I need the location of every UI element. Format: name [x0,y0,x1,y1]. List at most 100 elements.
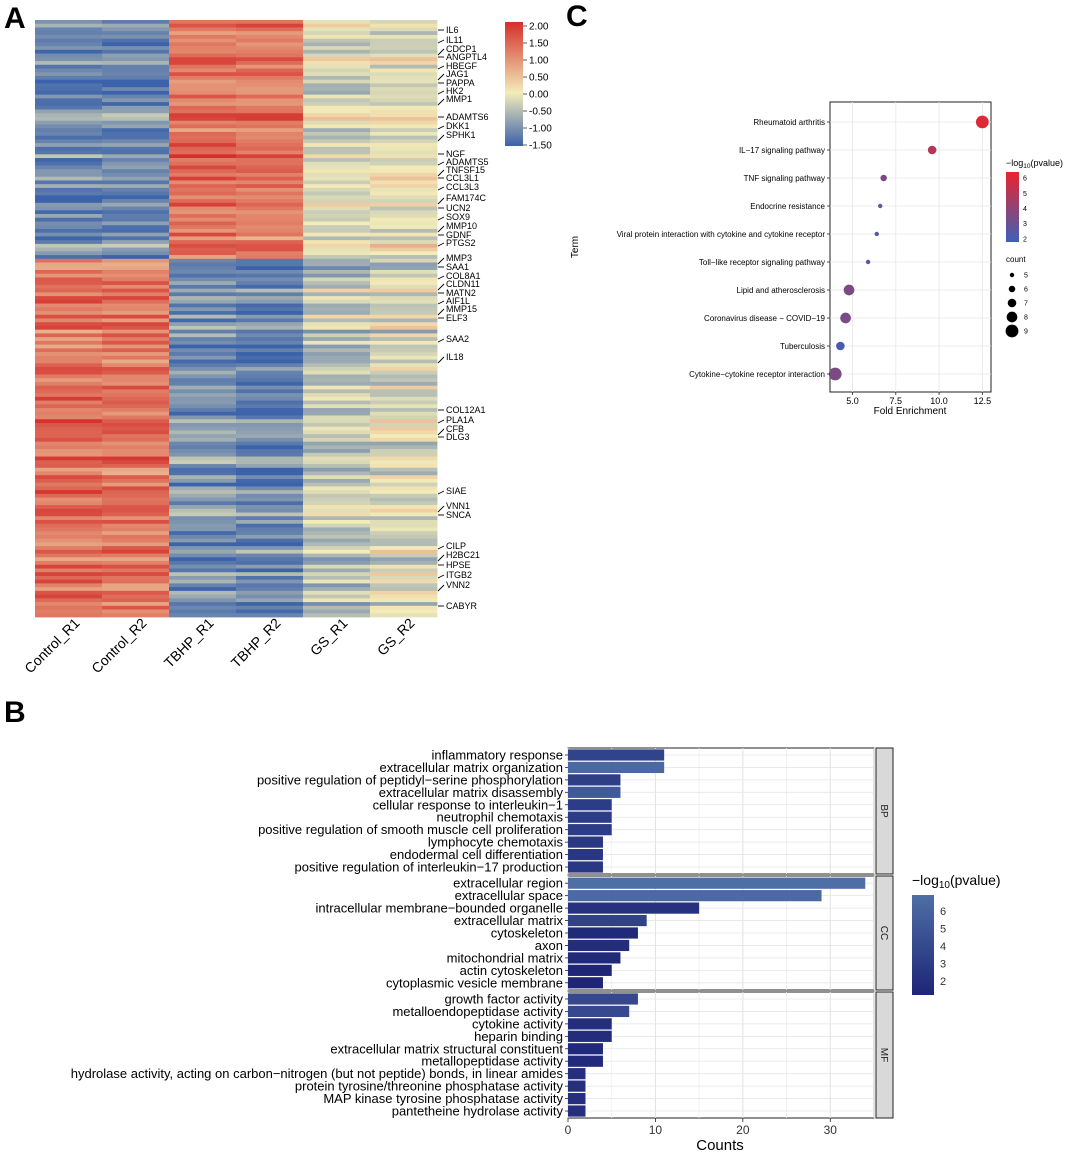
heatmap-cell [102,109,170,114]
heatmap-cell [169,385,237,390]
gene-label: HPSE [446,560,471,570]
gene-leader-line [437,505,445,513]
go-bar-legend-tick-label: 5 [940,923,946,935]
dotplot-x-ticks: 5.0 7.5 10.0 12.5 [846,392,991,406]
heatmap-cell [303,266,371,271]
heatmap-legend-tick-label: -1.00 [529,124,552,135]
heatmap-cell [102,225,170,230]
heatmap-cell [303,359,371,364]
heatmap-cell [236,490,304,495]
heatmap-cell [169,579,237,584]
heatmap-cell [370,128,438,133]
gene-label: CCL3L1 [446,173,479,183]
heatmap-cell [102,258,170,263]
heatmap-cell [102,519,170,525]
heatmap-cell [102,79,170,84]
heatmap-cell [169,568,237,573]
heatmap-cell [169,471,237,476]
heatmap-cell [102,505,170,510]
heatmap-cell [35,572,103,577]
heatmap-cell [169,519,237,525]
heatmap-cell [370,575,438,581]
heatmap-cell [102,318,170,323]
heatmap-cell [370,90,438,96]
dotplot-point [828,367,842,381]
heatmap-cell [303,367,371,372]
heatmap-cell [236,404,304,409]
heatmap-cell [370,307,438,312]
go-term-label: cytokine activity [472,1016,564,1031]
heatmap-cell [303,150,371,155]
heatmap-cell [169,199,237,204]
heatmap-cell [102,501,170,506]
heatmap-cell [35,210,103,215]
heatmap-cell [303,478,371,484]
heatmap-cell [102,165,170,170]
heatmap-legend-tick-label: 0.50 [529,73,549,84]
heatmap-cell [169,206,237,211]
heatmap-cell [102,72,170,77]
heatmap-cell [236,210,304,215]
heatmap-cell [35,150,103,155]
heatmap-cell [236,199,304,204]
heatmap-cell [169,497,237,502]
heatmap-cell [303,87,371,92]
heatmap-cell [169,445,237,450]
heatmap-cell [35,42,103,47]
heatmap-cell [35,240,103,245]
heatmap-cell [35,284,103,290]
heatmap-cell [236,501,304,506]
dotplot-point [840,312,851,324]
heatmap-cell [303,512,371,517]
heatmap-cell [102,572,170,577]
heatmap-cell [303,340,371,346]
heatmap-cell [370,165,438,170]
heatmap-cell [169,117,237,122]
go-term-label: lymphocyte chemotaxis [428,835,564,850]
heatmap-cell [102,590,170,596]
heatmap-cell [102,587,170,592]
heatmap-cell [236,281,304,286]
heatmap-cell [303,210,371,215]
heatmap-cell [102,266,170,271]
gene-label: AIF1L [446,296,470,306]
heatmap-cell [169,430,237,435]
gene-label: CABYR [446,601,478,611]
heatmap-cell [35,564,103,569]
heatmap-cell [370,538,438,543]
heatmap-cell [370,523,438,528]
heatmap-cell [35,333,103,338]
heatmap-cell [102,445,170,450]
heatmap-cell [370,64,438,69]
heatmap-cell [303,307,371,312]
heatmap-cell [169,490,237,495]
heatmap-cell [102,243,170,249]
heatmap-cell [169,303,237,308]
heatmap [35,20,438,618]
heatmap-cell [102,497,170,502]
heatmap-cell [303,113,371,118]
facet-panel-mf: growth factor activitymetalloendopeptida… [71,991,894,1119]
heatmap-cell [236,94,304,99]
heatmap-cell [169,367,237,372]
heatmap-cell [35,139,103,144]
heatmap-cell [35,575,103,581]
gene-leader-line [437,186,445,191]
gene-label: PAPPA [446,78,475,88]
heatmap-cell [169,505,237,510]
heatmap-cell [35,538,103,543]
go-bar [568,1005,630,1018]
heatmap-cell [236,374,304,379]
dotplot-point [878,203,883,209]
heatmap-cell [169,20,237,25]
heatmap-cell [102,180,170,185]
heatmap-cell [169,169,237,174]
facet-strip-label: CC [878,926,889,940]
heatmap-cell [102,419,170,424]
heatmap-gene-labels: IL6IL11CDCP1ANGPTL4HBEGFJAG1PAPPAHK2MMP1… [437,25,489,611]
go-term-label: protein tyrosine/threonine phosphatase a… [295,1079,564,1094]
heatmap-cell [303,299,371,304]
heatmap-cell [236,486,304,491]
heatmap-cell [169,311,237,316]
heatmap-cell [236,273,304,278]
